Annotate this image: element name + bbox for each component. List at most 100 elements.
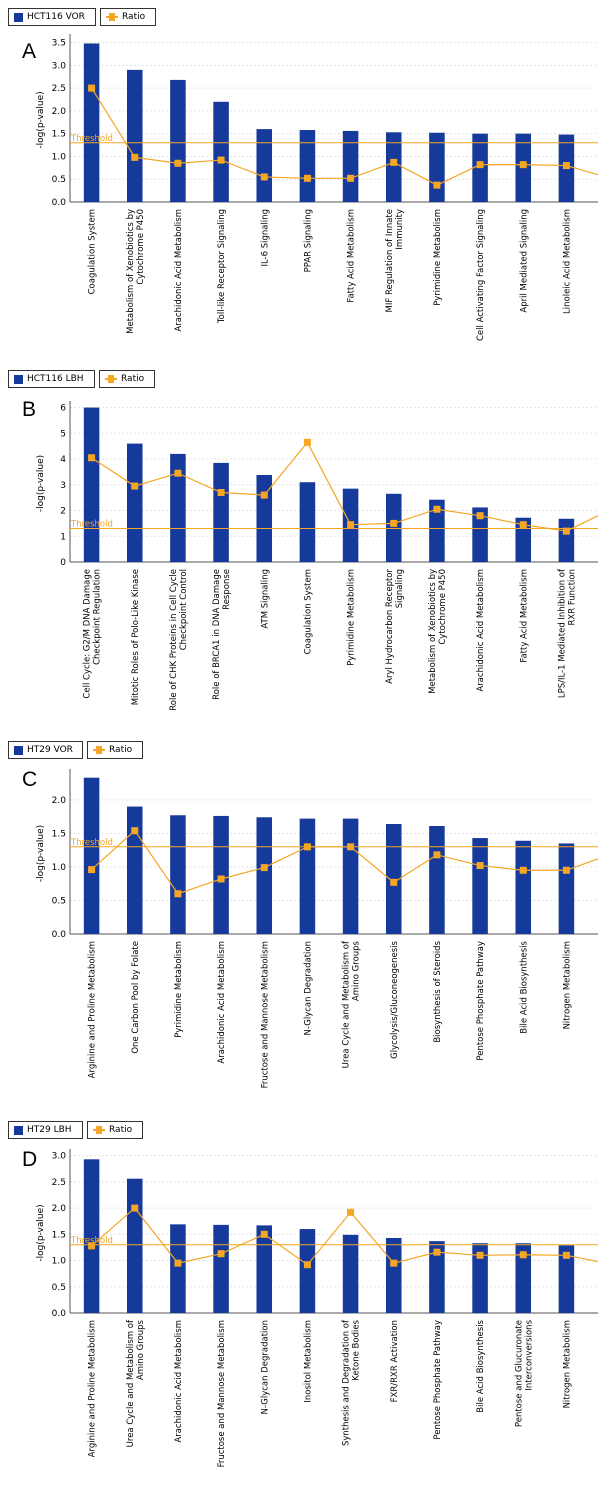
ratio-marker	[347, 1208, 355, 1216]
x-category-label: MIF Regulation of Innate Immunity	[385, 209, 405, 312]
y-tick-label: 1.5	[52, 829, 66, 839]
ratio-marker	[217, 489, 225, 497]
y-tick-label: 2.0	[52, 796, 67, 806]
x-category-label-line: Arginine and Proline Metabolism	[88, 941, 98, 1078]
bar	[170, 1224, 186, 1313]
x-category-label-line: Nitrogen Metabolism	[562, 941, 572, 1029]
y-tick-label: 2	[60, 507, 66, 517]
ratio-marker	[476, 862, 484, 870]
x-category-label-line: Linoleic Acid Metabolism	[562, 209, 572, 314]
y-tick-label: 6	[60, 404, 66, 414]
ratio-marker	[303, 843, 311, 851]
y-tick-label: 1.0	[52, 863, 67, 873]
x-category-label-line: MIF Regulation of Innate	[385, 209, 395, 312]
ratio-marker	[390, 158, 398, 166]
x-category-label-line: Coagulation System	[303, 569, 313, 654]
x-category-label: Arginine and Proline Metabolism	[88, 1320, 98, 1457]
x-category-label: IL-6 Signaling	[260, 209, 270, 267]
x-category-label: Urea Cycle and Metabolism of Amino Groups	[126, 1319, 146, 1447]
x-category-label: Cell Cycle: G2/M DNA Damage Checkpoint Re…	[83, 569, 103, 699]
x-category-label-line: Nitrogen Metabolism	[562, 1320, 572, 1408]
ratio-marker	[390, 519, 398, 527]
x-category-label: LPS/IL-1 Mediated Inhibition of RXR Funct…	[557, 568, 577, 698]
legend-series-label: HCT116 VOR	[27, 12, 85, 22]
legend-ratio-label: Ratio	[109, 1125, 133, 1135]
legend-ratio: Ratio	[87, 1121, 143, 1139]
bar	[213, 101, 229, 202]
x-category-label-line: N-Glycan Degradation	[260, 1320, 270, 1414]
x-category-label-line: Response	[222, 569, 232, 610]
x-category-label-line: Cytochrome P450	[438, 569, 448, 645]
x-category-label-line: Pyrimidine Metabolism	[174, 941, 184, 1038]
x-category-label: Arachidonic Acid Metabolism	[174, 1320, 184, 1443]
bar	[213, 462, 229, 562]
y-tick-label: 4	[60, 455, 66, 465]
y-tick-label: 1	[60, 532, 66, 542]
bar	[342, 818, 359, 934]
panel-letter: D	[22, 1148, 38, 1171]
ratio-marker	[174, 1259, 182, 1267]
bar	[126, 806, 143, 934]
x-category-label: Fatty Acid Metabolism	[347, 209, 357, 303]
y-tick-label: 3.0	[52, 1152, 67, 1162]
x-category-label: Arginine and Proline Metabolism	[88, 941, 98, 1078]
panel-letter: C	[22, 768, 38, 791]
x-category-label: Toll-like Receptor Signaling	[217, 209, 227, 324]
legend-series: HT29 VOR	[8, 741, 83, 759]
bar	[429, 132, 445, 202]
bar	[385, 1237, 402, 1313]
y-tick-label: 1.5	[52, 130, 66, 140]
x-category-label-line: Pyrimidine Metabolism	[433, 209, 443, 306]
x-category-label: Coagulation System	[88, 209, 98, 294]
x-category-label: Nitrogen Metabolism	[562, 941, 572, 1029]
legend-bar-swatch-icon	[14, 745, 23, 755]
x-category-label-line: Checkpoint Control	[179, 569, 189, 650]
bar	[83, 1159, 100, 1313]
x-category-label-line: Amino Groups	[136, 1319, 146, 1380]
x-category-label: Synthesis and Degradation of Ketone Bodie…	[342, 1319, 362, 1446]
legend-ratio: Ratio	[99, 370, 155, 388]
bar	[256, 1225, 273, 1313]
x-category-label-line: Bile Acid Biosynthesis	[519, 940, 529, 1033]
bar	[126, 443, 143, 562]
bar	[558, 843, 575, 934]
y-tick-label: 0.0	[52, 198, 67, 208]
x-category-label: Cell Activating Factor Signaling	[476, 209, 486, 341]
bar	[170, 453, 186, 562]
bar	[342, 130, 359, 202]
x-category-label-line: Bile Acid Biosynthesis	[476, 1319, 486, 1412]
y-tick-label: 0.5	[52, 175, 66, 185]
ratio-marker	[260, 491, 268, 499]
ratio-marker	[519, 866, 527, 874]
x-category-label-line: Toll-like Receptor Signaling	[217, 209, 227, 324]
ratio-marker	[174, 890, 182, 898]
legend-series: HCT116 LBH	[8, 370, 95, 388]
x-category-label: Fructose and Mannose Metabolism	[217, 1320, 227, 1467]
legend-ratio-label: Ratio	[109, 745, 133, 755]
chart-svg: 0.0 0.5 1.0 1.5 2.0 2.5 3.0 3.5 -log(p-value) Thr…	[36, 34, 599, 341]
x-category-label-line: Arginine and Proline Metabolism	[88, 1320, 98, 1457]
x-category-label: Arachidonic Acid Metabolism	[174, 209, 184, 332]
x-category-label-line: Urea Cycle and Metabolism of	[342, 940, 352, 1068]
x-category-label-line: Arachidonic Acid Metabolism	[174, 1320, 184, 1443]
x-category-label-line: PPAR Signaling	[303, 209, 313, 272]
x-category-label-line: One Carbon Pool by Folate	[131, 941, 141, 1054]
ratio-marker	[131, 153, 139, 161]
x-category-label: Bile Acid Biosynthesis	[476, 1319, 486, 1412]
bar	[126, 69, 143, 202]
x-category-label-line: Fructose and Mannose Metabolism	[260, 941, 270, 1088]
x-category-label-line: Role of CHK Proteins in Cell Cycle	[169, 569, 179, 711]
ratio-marker	[260, 173, 268, 181]
y-axis-label: -log(p-value)	[36, 91, 46, 148]
legend-series: HCT116 VOR	[8, 8, 96, 26]
bar	[472, 1243, 488, 1313]
x-category-label: N-Glycan Degradation	[260, 1320, 270, 1414]
ratio-marker	[347, 521, 355, 529]
bar	[299, 482, 316, 562]
x-category-label-line: Pentose and Glucuronate	[514, 1320, 524, 1427]
threshold-label: Threshold	[70, 134, 113, 144]
x-category-label-line: Urea Cycle and Metabolism of	[126, 1319, 136, 1447]
x-category-label-line: Mitotic Roles of Polo-Like Kinase	[131, 569, 141, 705]
chart-svg: 0.0 0.5 1.0 1.5 2.0 2.5 3.0 -log(p-value) Thresh…	[36, 1149, 599, 1467]
x-category-label: Role of BRCA1 in DNA Damage Response	[212, 569, 232, 700]
